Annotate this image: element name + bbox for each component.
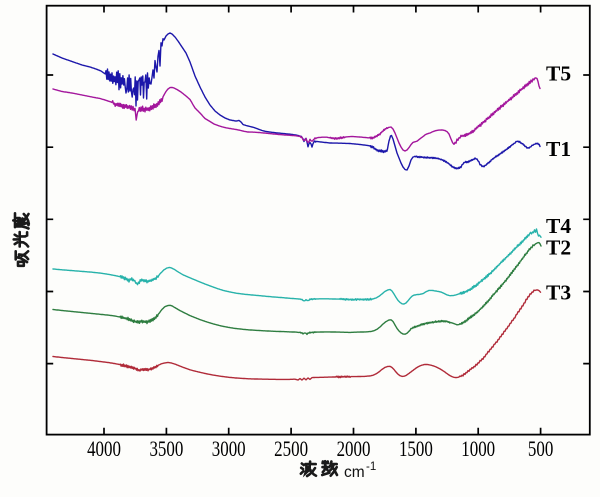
svg-text:T4: T4 bbox=[546, 214, 571, 238]
svg-text:2000: 2000 bbox=[337, 438, 371, 462]
svg-text:T5: T5 bbox=[546, 62, 571, 86]
svg-text:T2: T2 bbox=[546, 236, 571, 260]
svg-text:500: 500 bbox=[528, 438, 554, 462]
svg-text:3500: 3500 bbox=[149, 438, 183, 462]
svg-text:4000: 4000 bbox=[87, 438, 121, 462]
svg-text:cm: cm bbox=[344, 464, 365, 481]
svg-text:3000: 3000 bbox=[212, 438, 246, 462]
svg-text:-1: -1 bbox=[366, 461, 376, 473]
svg-text:T1: T1 bbox=[546, 137, 571, 161]
svg-text:1000: 1000 bbox=[461, 438, 495, 462]
svg-text:T3: T3 bbox=[546, 281, 571, 305]
svg-text:2500: 2500 bbox=[274, 438, 308, 462]
svg-text:1500: 1500 bbox=[399, 438, 433, 462]
